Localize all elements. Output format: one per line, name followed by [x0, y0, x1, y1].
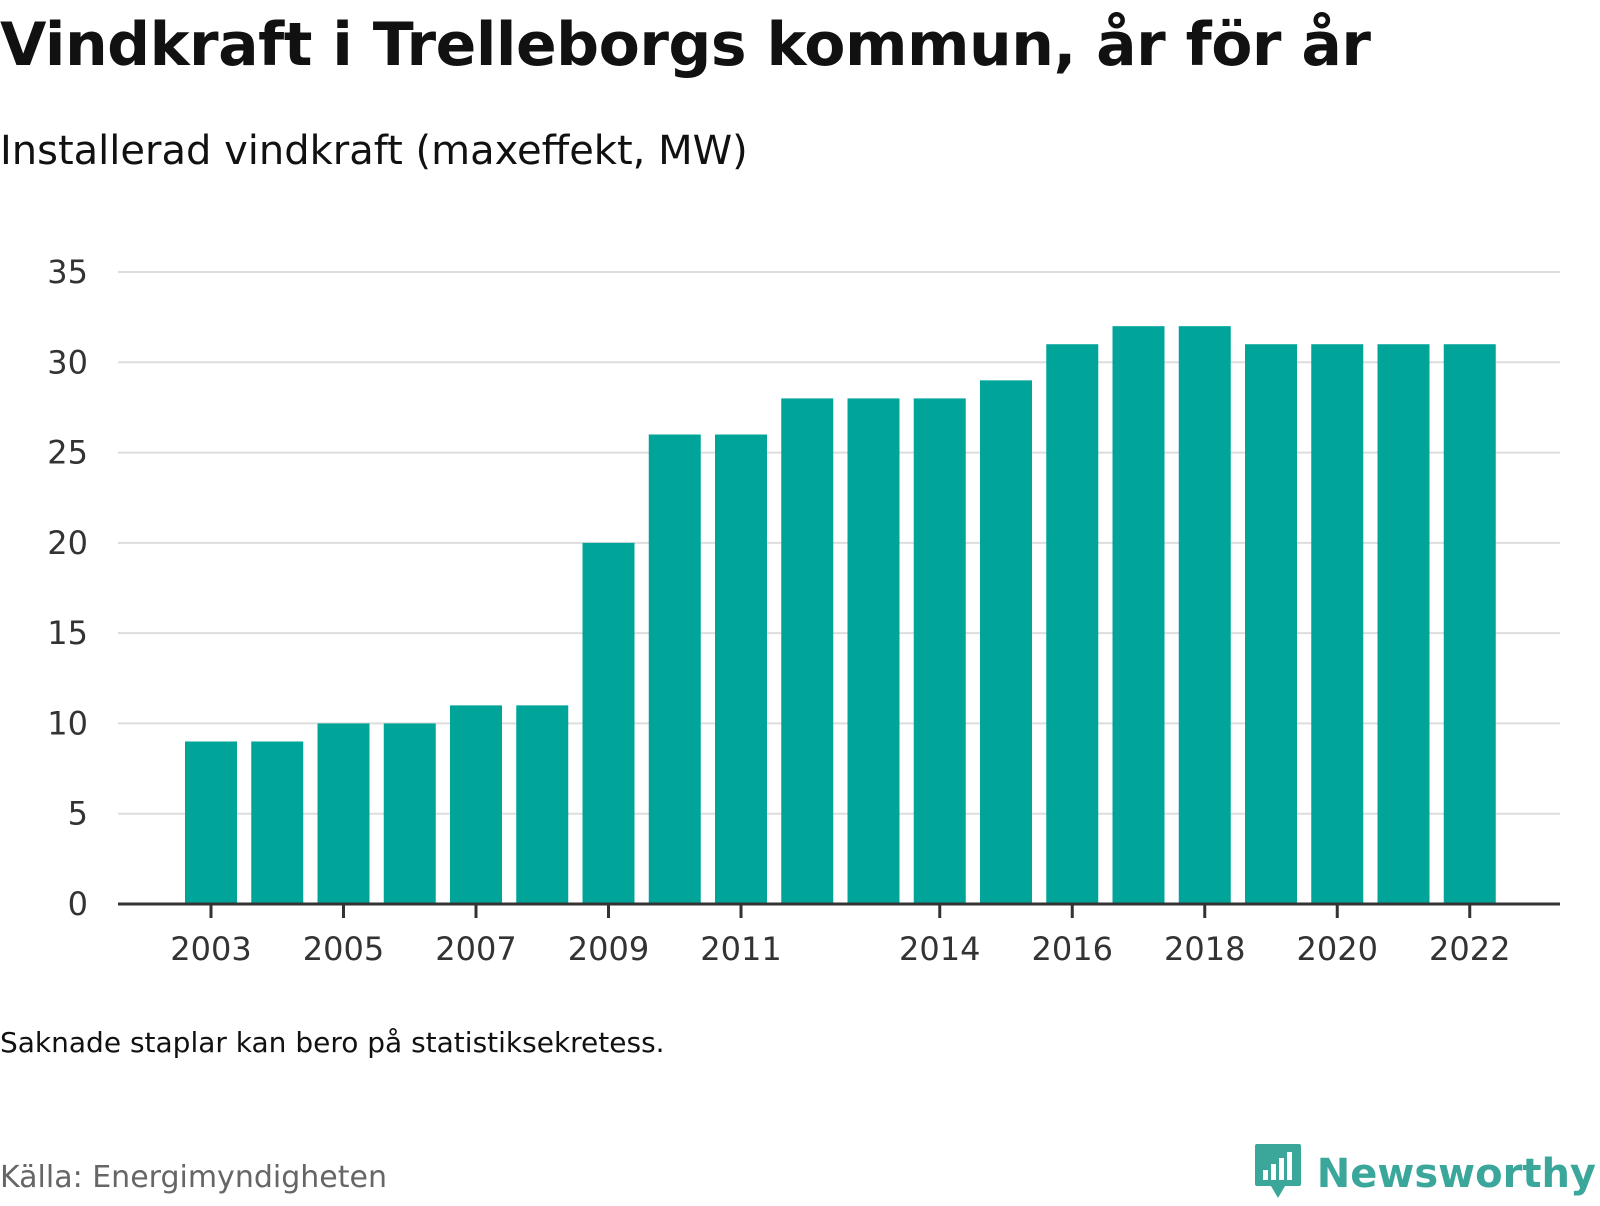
x-tick-label: 2005: [303, 930, 384, 968]
x-tick-label: 2018: [1164, 930, 1245, 968]
x-tick-label: 2014: [899, 930, 980, 968]
x-tick-label: 2011: [700, 930, 781, 968]
bar-2015: [980, 380, 1032, 904]
bar-2003: [185, 741, 237, 904]
y-tick-label: 5: [68, 795, 88, 833]
y-tick-label: 35: [47, 253, 88, 291]
x-tick-label: 2007: [435, 930, 516, 968]
bar-2020: [1311, 344, 1364, 904]
bar-2014: [913, 398, 966, 904]
y-axis-ticks: 0 5 10 15 20 25 30 35: [47, 253, 88, 923]
bar-2012: [781, 398, 834, 904]
x-tick-label: 2009: [568, 930, 649, 968]
x-tick-label: 2016: [1032, 930, 1113, 968]
bar-2016: [1046, 344, 1099, 904]
y-tick-label: 10: [47, 704, 88, 742]
y-tick-label: 25: [47, 434, 88, 472]
bars: [185, 326, 1496, 905]
bar-2009: [582, 542, 635, 904]
bar-2005: [317, 723, 370, 904]
chart-subtitle: Installerad vindkraft (maxeffekt, MW): [0, 128, 748, 174]
bar-2013: [847, 398, 900, 904]
footnote: Saknade staplar kan bero på statistiksek…: [0, 1026, 665, 1059]
bar-chart-speech-bubble-icon: [1253, 1142, 1303, 1206]
bar-2021: [1377, 344, 1430, 904]
bar-2011: [715, 434, 767, 904]
x-tick-label: 2020: [1297, 930, 1378, 968]
x-tick-label: 2022: [1429, 930, 1510, 968]
x-tick-label: 2003: [170, 930, 251, 968]
x-axis-ticks: 2003 2005 2007 2009 2011 2014 2016 2018 2020 2022: [170, 904, 1510, 968]
bar-2019: [1245, 344, 1297, 904]
source-label: Källa: Energimyndigheten: [0, 1160, 387, 1195]
brand-name: Newsworthy: [1316, 1151, 1596, 1197]
y-tick-label: 0: [68, 885, 88, 923]
bar-2007: [450, 705, 502, 904]
bar-2006: [383, 723, 436, 904]
y-tick-label: 20: [47, 524, 88, 562]
y-tick-label: 15: [47, 614, 88, 652]
chart-title: Vindkraft i Trelleborgs kommun, år för å…: [0, 10, 1371, 80]
bar-2022: [1443, 344, 1496, 904]
bar-2018: [1178, 326, 1231, 905]
brand-logo: Newsworthy: [1253, 1142, 1596, 1206]
bar-2017: [1112, 326, 1165, 905]
y-tick-label: 30: [47, 343, 88, 381]
bar-2008: [516, 705, 569, 904]
bar-2010: [648, 434, 701, 904]
bar-2004: [251, 741, 304, 904]
